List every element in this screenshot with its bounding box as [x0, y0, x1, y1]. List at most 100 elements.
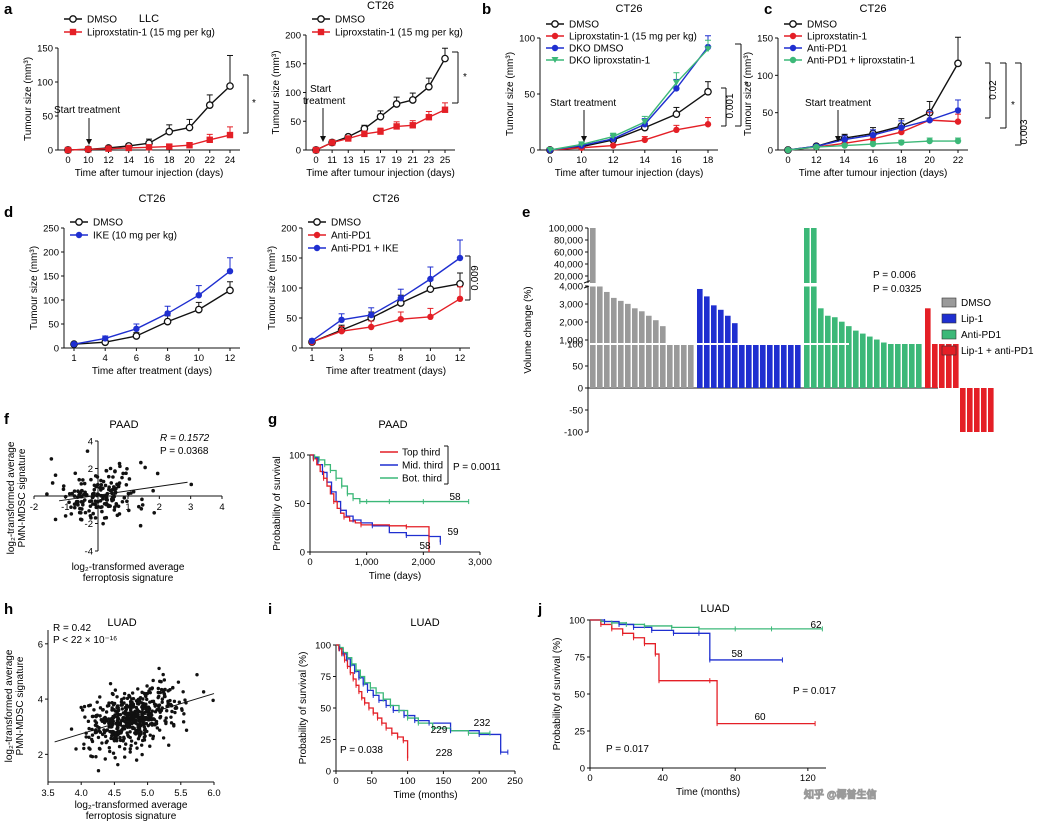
data-point: [142, 710, 147, 715]
data-point: [111, 751, 116, 755]
series-line: [549, 48, 709, 151]
bar: [625, 303, 631, 388]
bar: [590, 228, 596, 388]
data-point: [86, 719, 91, 724]
y-tick-label: 50: [320, 704, 331, 715]
data-point: [205, 101, 214, 109]
data-point: [137, 727, 142, 731]
p-value: 0.02: [988, 80, 999, 100]
data-point: [152, 510, 157, 515]
data-point: [124, 742, 128, 746]
data-point: [170, 709, 174, 714]
data-point: [98, 505, 103, 510]
data-point: [79, 500, 84, 504]
data-point: [106, 474, 111, 479]
y-tick-label: -4: [85, 547, 93, 558]
y-tick-label: 250: [43, 224, 59, 235]
chart-title: PAAD: [378, 419, 407, 431]
x-tick-label: 12: [103, 155, 114, 166]
y-tick-label: 150: [37, 44, 53, 55]
bar: [916, 344, 922, 388]
x-axis-title: Time after tumour injection (days): [306, 168, 455, 179]
y-tick-label: 100: [519, 34, 535, 45]
bar: [811, 228, 817, 388]
data-point: [135, 730, 140, 734]
data-point: [69, 512, 74, 516]
x-tick-label: 1: [71, 353, 76, 364]
x-tick-label: 14: [839, 155, 850, 166]
data-point: [117, 744, 122, 749]
data-point: [123, 755, 127, 759]
legend-entry: DKO liproxstatin-1: [569, 56, 651, 67]
bar: [881, 342, 887, 388]
data-point: [61, 487, 66, 492]
data-point: [69, 505, 73, 510]
data-point: [441, 54, 449, 63]
data-point: [76, 503, 80, 507]
x-tick-label: 150: [435, 776, 451, 787]
data-point: [841, 142, 848, 149]
data-point: [87, 726, 91, 731]
n-label: 58: [731, 649, 743, 660]
data-point: [119, 700, 124, 704]
legend-entry: Anti-PD1: [961, 330, 1001, 341]
data-point: [869, 140, 877, 148]
data-point: [112, 508, 117, 512]
y-tick-label: 150: [757, 34, 773, 45]
chart-c: 0 50 100 150 0 12 14 16 18 20 22 Time after tumour …: [743, 3, 1030, 179]
data-point: [106, 504, 111, 509]
x-tick-label: 13: [343, 155, 354, 166]
data-point: [148, 690, 152, 695]
data-point: [426, 285, 435, 294]
start-treatment-label: Start treatment: [550, 98, 616, 109]
data-point: [100, 509, 104, 514]
n-label: 229: [431, 725, 448, 736]
data-point: [115, 727, 119, 731]
data-point: [80, 708, 85, 712]
data-point: [704, 121, 712, 128]
data-point: [139, 731, 143, 735]
x-axis-title: log₂-transformed average: [72, 562, 185, 573]
x-tick-label: 18: [896, 155, 907, 166]
data-point: [139, 710, 144, 714]
data-point: [92, 708, 96, 712]
data-point: [122, 696, 126, 700]
data-point: [308, 337, 316, 344]
y-tick-label: 50: [572, 362, 583, 373]
data-point: [132, 332, 141, 340]
x-axis-title: ferroptosis signature: [86, 811, 177, 822]
data-point: [67, 500, 71, 505]
x-tick-label: 1: [309, 353, 314, 364]
x-axis-title: Time (days): [369, 571, 421, 582]
y-tick-label: 60,000: [554, 248, 583, 259]
data-point: [93, 474, 98, 478]
data-point: [121, 738, 125, 742]
data-point: [164, 716, 168, 720]
data-point: [100, 741, 104, 745]
y-axis-title: Tumour size (mm³): [29, 246, 40, 330]
data-point: [144, 694, 148, 699]
y-tick-label: 50: [48, 320, 59, 331]
x-tick-label: 3,000: [468, 557, 492, 568]
data-point: [53, 473, 58, 478]
legend-swatch: [941, 345, 957, 356]
data-point: [72, 494, 77, 498]
data-point: [139, 716, 143, 720]
y-tick-label: 200: [285, 31, 301, 42]
data-point: [149, 713, 154, 717]
x-tick-label: 5.5: [174, 788, 187, 799]
data-point: [317, 15, 325, 23]
bar: [902, 344, 908, 388]
data-point: [954, 107, 962, 114]
bar: [653, 320, 659, 388]
x-tick-label: 100: [400, 776, 416, 787]
p-value: P = 0.006: [873, 270, 916, 281]
data-point: [128, 750, 132, 754]
data-point: [116, 708, 121, 712]
bar: [804, 228, 810, 388]
x-tick-label: 22: [204, 155, 215, 166]
data-point: [116, 717, 121, 721]
data-point: [124, 707, 129, 712]
data-point: [167, 743, 171, 747]
bar: [895, 344, 901, 388]
